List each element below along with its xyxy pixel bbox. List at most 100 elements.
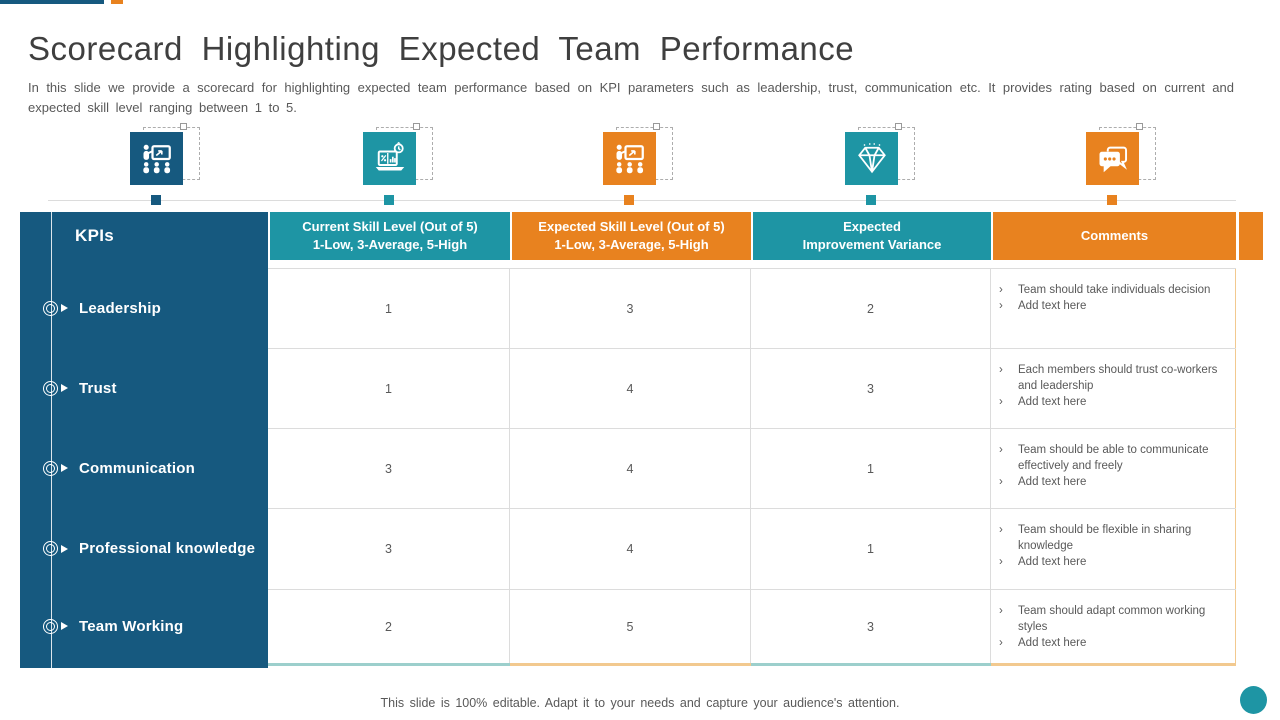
target-bullet-icon <box>43 300 58 316</box>
column-header-expected-skill: Expected Skill Level (Out of 5) 1-Low, 3… <box>510 212 751 260</box>
chevron-bullet: › <box>999 444 1003 456</box>
current-skill-value: 3 <box>268 509 510 589</box>
icon-group-skill-analysis <box>363 123 435 192</box>
comments-cell: › Team should be flexible in sharing know… <box>991 509 1236 589</box>
kpi-row-communication: Communication <box>20 428 268 508</box>
column-header-overflow <box>1236 212 1263 260</box>
kpi-connector-line <box>51 212 52 668</box>
chat-comments-icon[interactable] <box>1086 132 1139 185</box>
table-bottom-border <box>510 663 751 666</box>
table-row: 3 4 1 › Team should be flexible in sharin… <box>268 509 1236 590</box>
chevron-bullet: › <box>999 300 1003 313</box>
current-skill-value: 2 <box>268 590 510 664</box>
icon-group-comments <box>1086 123 1158 192</box>
kpi-label: Trust <box>79 379 117 397</box>
expected-skill-value: 5 <box>510 590 751 664</box>
comments-cell: › Team should take individuals decision ›… <box>991 269 1236 348</box>
kpi-row-team-working: Team Working <box>20 589 268 663</box>
decorative-circle <box>1240 686 1267 714</box>
arrow-bullet-icon <box>61 304 68 312</box>
accent-bar-orange <box>111 0 123 4</box>
chevron-bullet: › <box>999 605 1003 617</box>
table-row: 1 3 2 › Team should take individuals deci… <box>268 269 1236 349</box>
current-skill-value: 1 <box>268 269 510 348</box>
kpi-column: KPIs Leadership Trust Communication <box>20 212 268 668</box>
variance-value: 1 <box>751 509 991 589</box>
scorecard-table: KPIs Leadership Trust Communication <box>20 212 1263 668</box>
header-line: Expected Skill Level (Out of 5) <box>538 219 725 235</box>
selection-handle[interactable] <box>180 123 187 130</box>
arrow-bullet-icon <box>61 384 68 392</box>
variance-value: 2 <box>751 269 991 348</box>
comment-item: › Add text here <box>999 474 1229 490</box>
expected-skill-value: 4 <box>510 509 751 589</box>
variance-value: 1 <box>751 429 991 508</box>
connector-square <box>151 195 161 205</box>
comment-item: › Team should take individuals decision <box>999 282 1229 298</box>
comment-item: › Team should be able to communicate effe… <box>999 442 1229 474</box>
accent-bar-blue <box>0 0 104 4</box>
kpi-label: Communication <box>79 459 195 477</box>
connector-square <box>866 195 876 205</box>
icon-group-leadership <box>130 123 202 192</box>
header-line: Comments <box>1080 228 1149 244</box>
chevron-bullet: › <box>999 284 1003 296</box>
target-bullet-icon <box>43 380 58 396</box>
column-header-comments: Comments <box>991 212 1236 260</box>
variance-value: 3 <box>751 349 991 428</box>
comment-item: › Team should be flexible in sharing know… <box>999 522 1229 554</box>
header-line: 1-Low, 3-Average, 5-High <box>312 237 468 252</box>
table-bottom-border <box>268 663 510 666</box>
chevron-bullet: › <box>999 364 1003 376</box>
column-header-improvement-variance: Expected Improvement Variance <box>751 212 991 260</box>
selection-handle[interactable] <box>895 123 902 130</box>
comment-item: › Team should adapt common working styles <box>999 603 1229 635</box>
target-bullet-icon <box>43 541 58 556</box>
column-header-current-skill: Current Skill Level (Out of 5) 1-Low, 3-… <box>268 212 510 260</box>
diamond-icon[interactable] <box>845 132 898 185</box>
target-bullet-icon <box>43 618 58 634</box>
selection-handle[interactable] <box>653 123 660 130</box>
header-line: Expected <box>843 219 901 235</box>
laptop-analytics-icon[interactable] <box>363 132 416 185</box>
selection-handle[interactable] <box>413 123 420 130</box>
kpi-row-professional-knowledge: Professional knowledge <box>20 508 268 589</box>
connector-line <box>48 200 1236 201</box>
selection-handle[interactable] <box>1136 123 1143 130</box>
arrow-bullet-icon <box>61 544 68 553</box>
table-bottom-border <box>991 663 1236 666</box>
table-row: 2 5 3 › Team should adapt common working … <box>268 590 1236 664</box>
comment-item: › Add text here <box>999 298 1229 314</box>
chevron-bullet: › <box>999 556 1003 569</box>
arrow-bullet-icon <box>61 622 68 630</box>
chevron-bullet: › <box>999 524 1003 536</box>
presentation-board-icon[interactable] <box>130 132 183 185</box>
comment-item: › Add text here <box>999 394 1229 410</box>
slide-description: In this slide we provide a scorecard for… <box>28 80 1234 116</box>
page-title: Scorecard Highlighting Expected Team Per… <box>28 30 855 67</box>
icon-group-improvement-variance <box>845 123 917 192</box>
comments-cell: › Team should adapt common working styles… <box>991 590 1236 664</box>
table-row: 3 4 1 › Team should be able to communicat… <box>268 429 1236 509</box>
header-line: Current Skill Level (Out of 5) <box>302 219 478 235</box>
comments-cell: › Each members should trust co-workers an… <box>991 349 1236 428</box>
arrow-bullet-icon <box>61 464 68 472</box>
expected-skill-value: 4 <box>510 349 751 428</box>
kpi-label: Professional knowledge <box>79 540 256 557</box>
table-row: 1 4 3 › Each members should trust co-work… <box>268 349 1236 429</box>
header-line: 1-Low, 3-Average, 5-High <box>554 237 709 252</box>
table-data-grid: 1 3 2 › Team should take individuals deci… <box>268 268 1236 664</box>
presentation-board-icon[interactable] <box>603 132 656 185</box>
comment-item: › Each members should trust co-workers an… <box>999 362 1229 394</box>
kpi-row-trust: Trust <box>20 348 268 428</box>
variance-value: 3 <box>751 590 991 664</box>
comment-item: › Add text here <box>999 635 1229 651</box>
current-skill-value: 1 <box>268 349 510 428</box>
current-skill-value: 3 <box>268 429 510 508</box>
editable-note: This slide is 100% editable. Adapt it to… <box>380 696 900 710</box>
header-line: Improvement Variance <box>802 237 942 252</box>
chevron-bullet: › <box>999 476 1003 489</box>
kpi-column-header: KPIs <box>75 226 114 245</box>
connector-square <box>384 195 394 205</box>
